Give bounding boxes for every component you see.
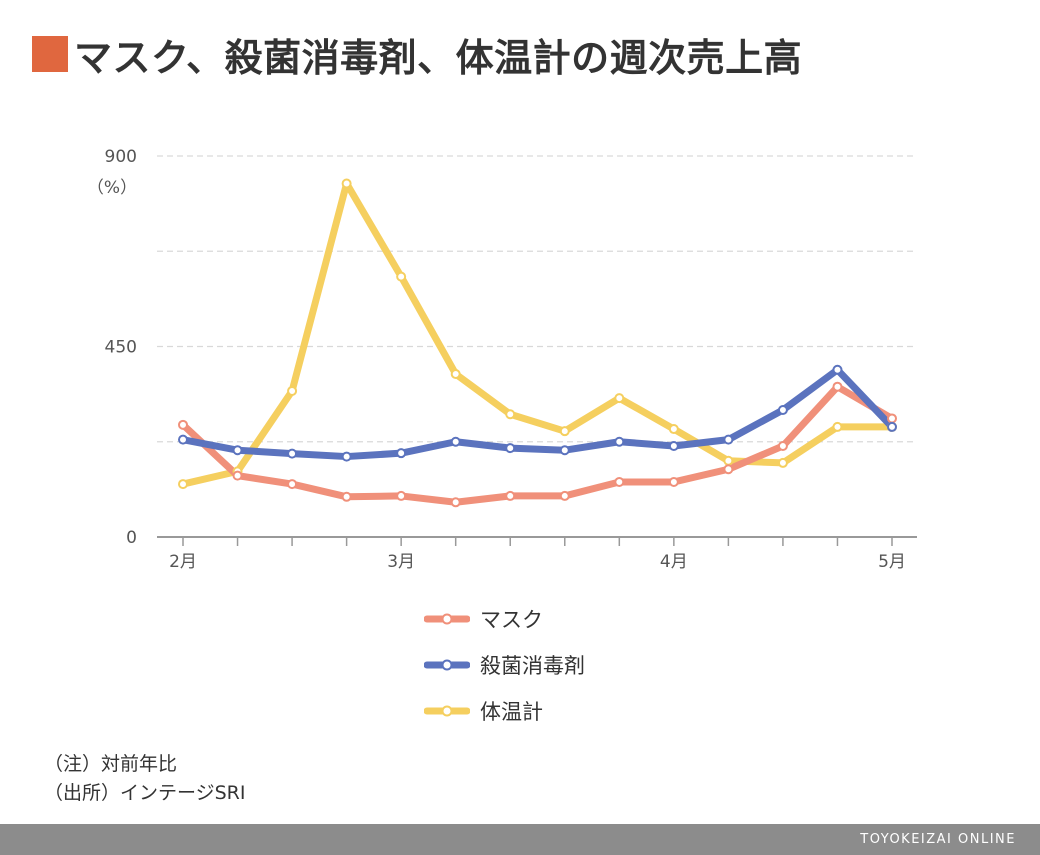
- data-point: [723, 464, 734, 475]
- data-point: [887, 421, 897, 432]
- notes: （注）対前年比 （出所）インテージSRI: [44, 750, 246, 808]
- legend-item-disinfectant: 殺菌消毒剤: [424, 642, 585, 688]
- data-point: [287, 479, 298, 490]
- data-point: [232, 445, 243, 456]
- series-line-1: [179, 366, 896, 461]
- x-tick-label: 2月: [169, 552, 197, 572]
- data-point: [341, 178, 352, 189]
- legend-swatch-mask: [424, 613, 470, 625]
- data-point: [723, 455, 734, 466]
- data-point: [505, 490, 516, 501]
- legend-label-mask: マスク: [480, 608, 543, 632]
- y-tick-label: 0: [126, 528, 137, 548]
- data-point: [505, 409, 516, 420]
- legend-label-thermometer: 体温計: [480, 700, 543, 724]
- data-point: [668, 476, 679, 487]
- legend-item-thermometer: 体温計: [424, 688, 585, 734]
- legend-swatch-thermometer: [424, 705, 470, 717]
- data-point: [559, 426, 570, 437]
- note-source: （出所）インテージSRI: [44, 782, 246, 804]
- data-point: [614, 476, 625, 487]
- data-point: [341, 451, 352, 462]
- data-point: [396, 448, 407, 459]
- x-tick-label: 5月: [878, 552, 906, 572]
- y-unit-label: （%）: [87, 178, 137, 198]
- data-point: [396, 271, 407, 282]
- footer-bar: TOYOKEIZAI ONLINE: [0, 824, 1040, 855]
- legend-label-disinfectant: 殺菌消毒剤: [480, 654, 585, 678]
- data-point: [723, 434, 734, 445]
- series-lines: [178, 178, 897, 508]
- x-tick-label: 4月: [660, 552, 688, 572]
- legend: マスク 殺菌消毒剤 体温計: [424, 596, 585, 734]
- series-line-2: [179, 180, 896, 488]
- data-point: [178, 419, 188, 430]
- data-point: [668, 424, 679, 435]
- y-tick-label: 450: [105, 338, 137, 358]
- data-point: [178, 434, 188, 445]
- footer-brand: TOYOKEIZAI ONLINE: [860, 832, 1016, 847]
- series-line-0: [179, 383, 896, 506]
- data-point: [777, 457, 788, 468]
- data-point: [777, 440, 788, 451]
- data-point: [832, 364, 843, 375]
- data-point: [396, 490, 407, 501]
- data-point: [450, 497, 461, 508]
- x-tick-label: 3月: [387, 552, 415, 572]
- data-point: [832, 381, 843, 392]
- data-point: [614, 436, 625, 447]
- data-point: [614, 393, 625, 404]
- note-remark: （注）対前年比: [44, 753, 178, 775]
- data-point: [232, 470, 243, 481]
- data-point: [777, 405, 788, 415]
- data-point: [287, 448, 298, 459]
- data-point: [341, 491, 352, 502]
- tick-labels: 0 450 900 （%） 2月 3月 4月 5月: [87, 147, 906, 572]
- data-point: [450, 436, 461, 447]
- chart-title: マスク、殺菌消毒剤、体温計の週次売上高: [74, 35, 803, 80]
- data-point: [287, 385, 298, 396]
- legend-swatch-disinfectant: [424, 659, 470, 671]
- y-tick-label: 900: [105, 147, 137, 167]
- data-point: [450, 369, 461, 380]
- data-point: [559, 490, 570, 501]
- data-point: [178, 479, 188, 490]
- title-row: マスク、殺菌消毒剤、体温計の週次売上高: [32, 26, 802, 82]
- axes: [157, 536, 917, 546]
- data-point: [505, 443, 516, 454]
- data-point: [832, 421, 843, 432]
- data-point: [668, 440, 679, 451]
- legend-item-mask: マスク: [424, 596, 585, 642]
- data-point: [887, 413, 897, 424]
- line-chart: 0 450 900 （%） 2月 3月 4月 5月: [87, 147, 917, 572]
- data-point: [559, 445, 570, 456]
- title-marker: [32, 36, 68, 72]
